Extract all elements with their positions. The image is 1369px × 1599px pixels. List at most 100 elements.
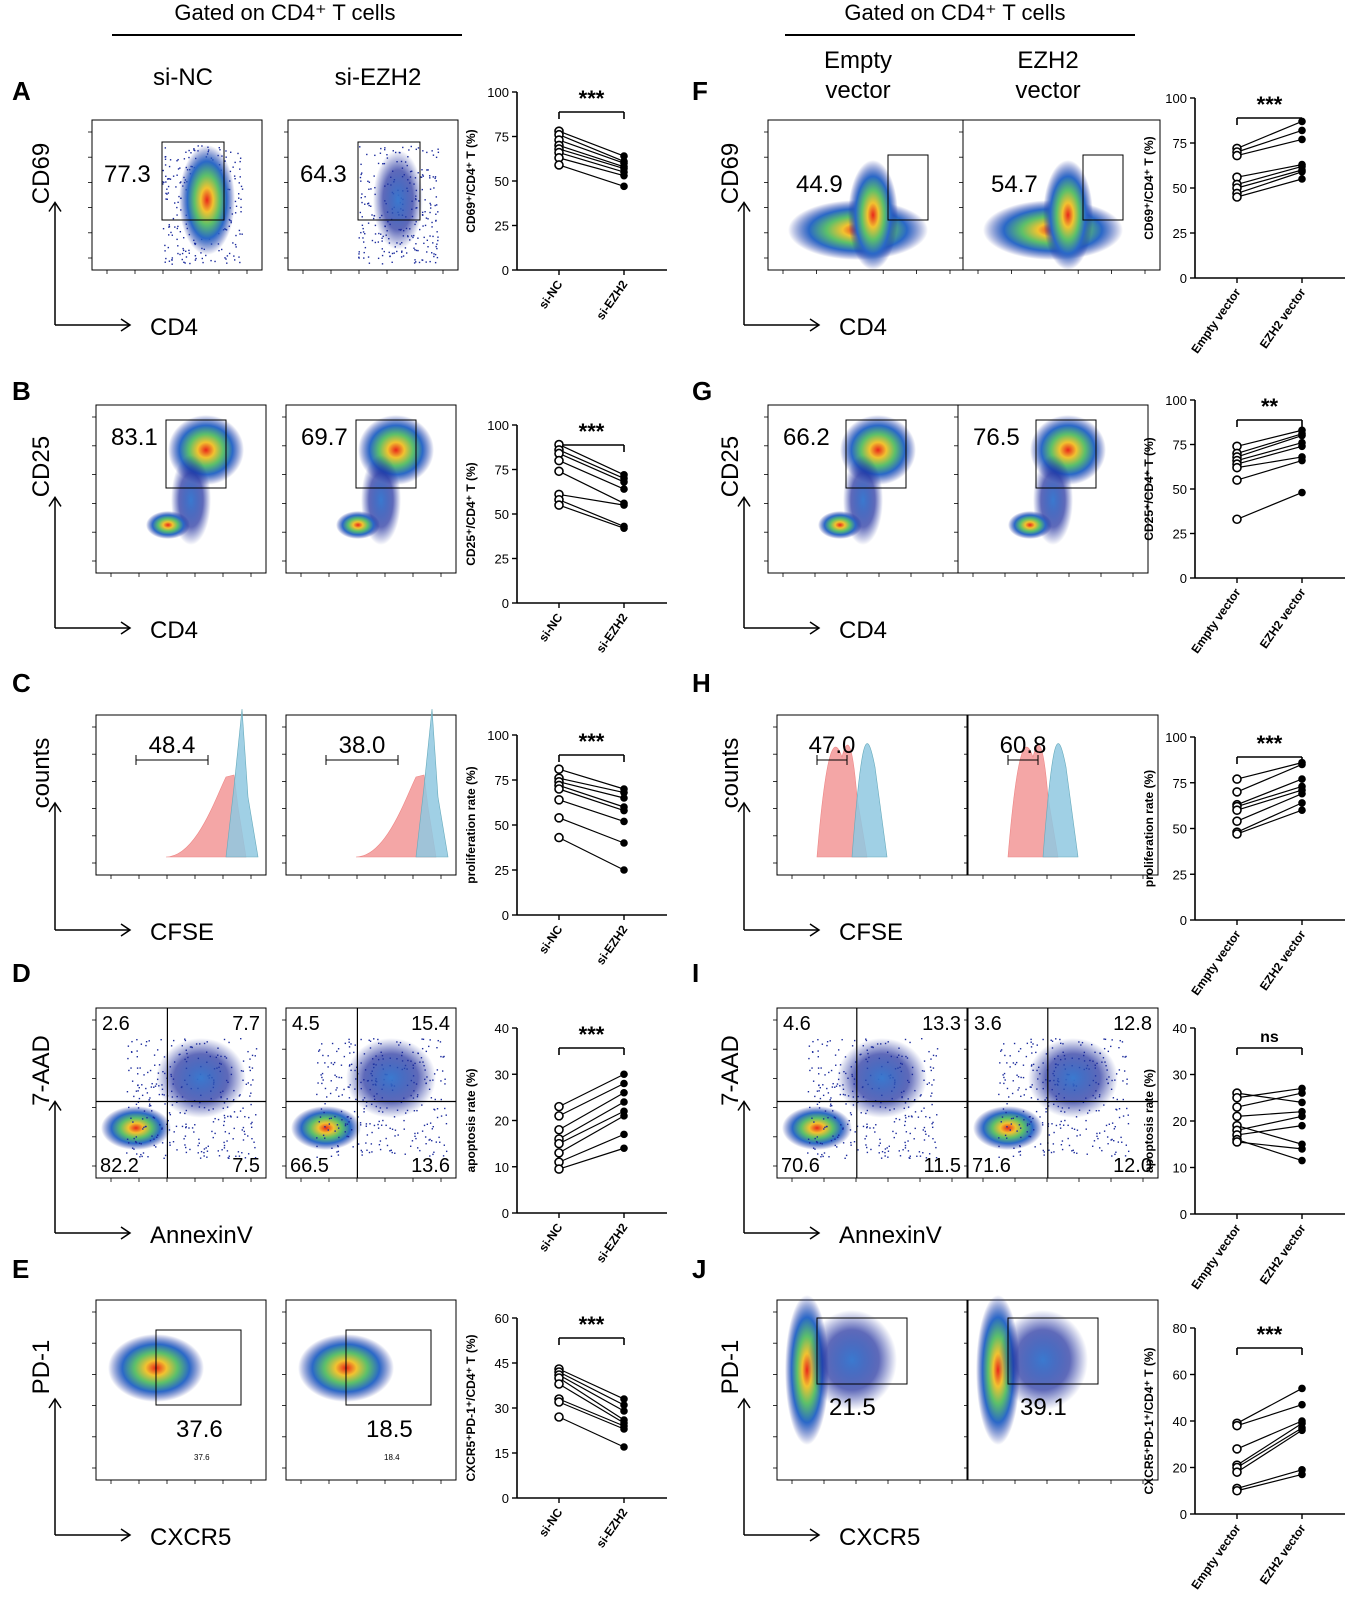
event-dot [368,181,371,183]
event-dot [173,1131,175,1133]
panel-letter-f: F [692,76,708,106]
event-dot [136,1056,138,1058]
event-dot [428,175,431,177]
point-control [1232,805,1242,816]
event-dot [170,231,172,234]
event-dot [354,1044,356,1046]
pair-line [558,1398,625,1427]
event-dot [1013,1042,1016,1045]
event-dot [1030,1121,1032,1123]
event-dot [1108,1123,1111,1125]
event-dot [328,1117,331,1120]
event-dot [429,260,431,263]
event-dot [249,1058,251,1060]
x-arrow-head-icon [809,923,821,937]
event-dot [811,1051,814,1053]
event-dot [392,150,394,152]
event-dot [226,255,229,257]
event-dot [1043,1151,1045,1153]
y-tick-label: 20 [1173,1461,1187,1476]
event-dot [434,176,437,178]
event-dot [362,231,365,233]
event-dot [367,202,370,204]
density-cloud [179,145,235,255]
event-dot [340,1110,343,1113]
event-dot [394,1152,396,1154]
event-dot [1018,1050,1020,1053]
event-dot [321,1072,324,1075]
event-dot [396,250,398,253]
event-dot [1022,1064,1025,1066]
condition-empty-line2: vector [825,77,890,104]
event-dot [349,1052,351,1054]
event-dot [433,255,435,258]
event-dot [247,1050,249,1053]
event-dot [368,204,370,207]
event-dot [361,1151,363,1153]
event-dot [887,1150,890,1152]
event-dot [437,211,439,213]
event-dot [824,1110,827,1112]
event-dot [433,253,435,255]
event-dot [230,151,232,153]
event-dot [437,148,439,150]
event-dot [360,180,362,182]
event-dot [1096,1135,1098,1138]
density-cloud [782,1106,852,1150]
point-control [1232,462,1242,473]
event-dot [856,1125,859,1128]
event-dot [816,1136,819,1138]
point-control [554,1138,564,1149]
event-dot [437,1039,439,1042]
event-dot [435,213,437,215]
x-category-label: Empty vector [1188,927,1243,998]
event-dot [371,1151,373,1153]
event-dot [244,1157,247,1159]
gate-percentage: 47.0 [809,732,856,759]
event-dot [864,1138,866,1140]
event-dot [830,1139,833,1142]
event-dot [923,1060,926,1062]
event-dot [244,1115,246,1118]
event-dot [1000,1050,1002,1052]
event-dot [813,1121,815,1123]
event-dot [812,1040,814,1043]
event-dot [223,1147,226,1149]
event-dot [357,1143,360,1145]
event-dot [1121,1041,1124,1043]
event-dot [431,1128,434,1130]
event-dot [409,1145,412,1147]
event-dot [177,158,179,161]
event-dot [238,256,240,258]
event-dot [149,1103,151,1105]
event-dot [143,1110,146,1112]
event-dot [341,1094,343,1096]
gate-percentage: 66.2 [783,424,830,451]
event-dot [228,1041,230,1044]
event-dot [1008,1096,1010,1098]
pair-line [1236,763,1303,793]
event-dot [377,257,380,260]
point-treatment [1298,1156,1306,1165]
event-dot [176,160,178,162]
event-dot [430,1097,433,1099]
event-dot [1111,1138,1113,1141]
event-dot [131,1080,134,1082]
event-dot [140,1043,143,1045]
event-dot [1006,1137,1008,1139]
x-category-label: EZH2 vector [1257,285,1309,351]
density-cloud [818,511,862,539]
event-dot [194,149,196,152]
event-dot [166,188,168,190]
panel-letter-d: D [12,958,31,988]
x-marker-label: CD4 [150,314,198,341]
event-dot [161,1127,163,1129]
event-dot [359,1124,362,1126]
event-dot [421,259,423,261]
event-dot [359,176,362,179]
event-dot [1114,1125,1116,1128]
event-dot [829,1099,831,1101]
event-dot [358,237,360,239]
event-dot [1103,1047,1106,1050]
point-treatment [1298,799,1306,807]
